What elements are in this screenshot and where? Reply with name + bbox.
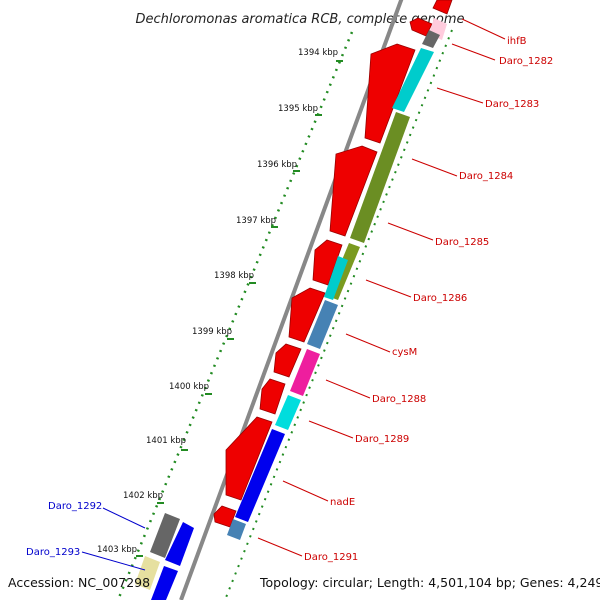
tick-label: 1397 kbp bbox=[236, 216, 276, 226]
gene-label-daro-1289[interactable]: Daro_1289 bbox=[355, 434, 409, 445]
tick-label: 1399 kbp bbox=[192, 327, 232, 337]
gene-daro-1293 bbox=[135, 556, 160, 590]
gene-daro-1284 bbox=[350, 112, 410, 243]
genome-backbone bbox=[179, 0, 404, 600]
accession-text: Accession: NC_007298 bbox=[8, 575, 150, 590]
callout-lines bbox=[257, 18, 506, 557]
gene-nadE bbox=[235, 429, 285, 522]
tick-label: 1395 kbp bbox=[278, 104, 318, 114]
forward-strand-genes bbox=[213, 0, 453, 528]
gene-label-nadE[interactable]: nadE bbox=[330, 497, 355, 508]
gene-label-daro-1292[interactable]: Daro_1292 bbox=[48, 501, 102, 512]
gene-daro-1288 bbox=[290, 349, 320, 396]
tick-label: 1401 kbp bbox=[146, 436, 186, 446]
gene-label-daro-1288[interactable]: Daro_1288 bbox=[372, 394, 426, 405]
gene-label-ihfB[interactable]: ihfB bbox=[507, 36, 527, 47]
gene-blue-lower bbox=[151, 566, 178, 600]
gene-daro-1283 bbox=[392, 48, 434, 112]
gene-daro-1289 bbox=[275, 395, 301, 430]
gene-label-cysM[interactable]: cysM bbox=[392, 347, 417, 358]
gene-label-daro-1286[interactable]: Daro_1286 bbox=[413, 293, 467, 304]
gene-label-daro-1284[interactable]: Daro_1284 bbox=[459, 171, 513, 182]
tick-label: 1394 kbp bbox=[298, 48, 338, 58]
gene-label-daro-1285[interactable]: Daro_1285 bbox=[435, 237, 489, 248]
topology-text: Topology: circular; Length: 4,501,104 bp… bbox=[259, 575, 600, 590]
gene-daro-1291 bbox=[227, 519, 246, 540]
tick-label: 1396 kbp bbox=[257, 160, 297, 170]
tick-label: 1403 kbp bbox=[97, 545, 137, 555]
gene-label-daro-1282[interactable]: Daro_1282 bbox=[499, 56, 553, 67]
gene-cysM bbox=[307, 300, 338, 349]
gene-label-daro-1291[interactable]: Daro_1291 bbox=[304, 552, 358, 563]
tick-marks bbox=[136, 60, 343, 557]
tick-label: 1400 kbp bbox=[169, 382, 209, 392]
inner-tick-ring bbox=[224, 29, 453, 600]
gene-daro-1282 bbox=[422, 30, 440, 48]
gene-label-daro-1283[interactable]: Daro_1283 bbox=[485, 99, 539, 110]
tick-label: 1398 kbp bbox=[214, 271, 254, 281]
gene-daro-1286 bbox=[324, 256, 348, 300]
map-title: Dechloromonas aromatica RCB, complete ge… bbox=[135, 12, 464, 27]
gene-daro-1292 bbox=[150, 513, 180, 558]
gene-label-daro-1293[interactable]: Daro_1293 bbox=[26, 547, 80, 558]
tick-label: 1402 kbp bbox=[123, 491, 163, 501]
callout-lines-left bbox=[81, 507, 146, 571]
gene-blue-arrow bbox=[165, 522, 194, 566]
